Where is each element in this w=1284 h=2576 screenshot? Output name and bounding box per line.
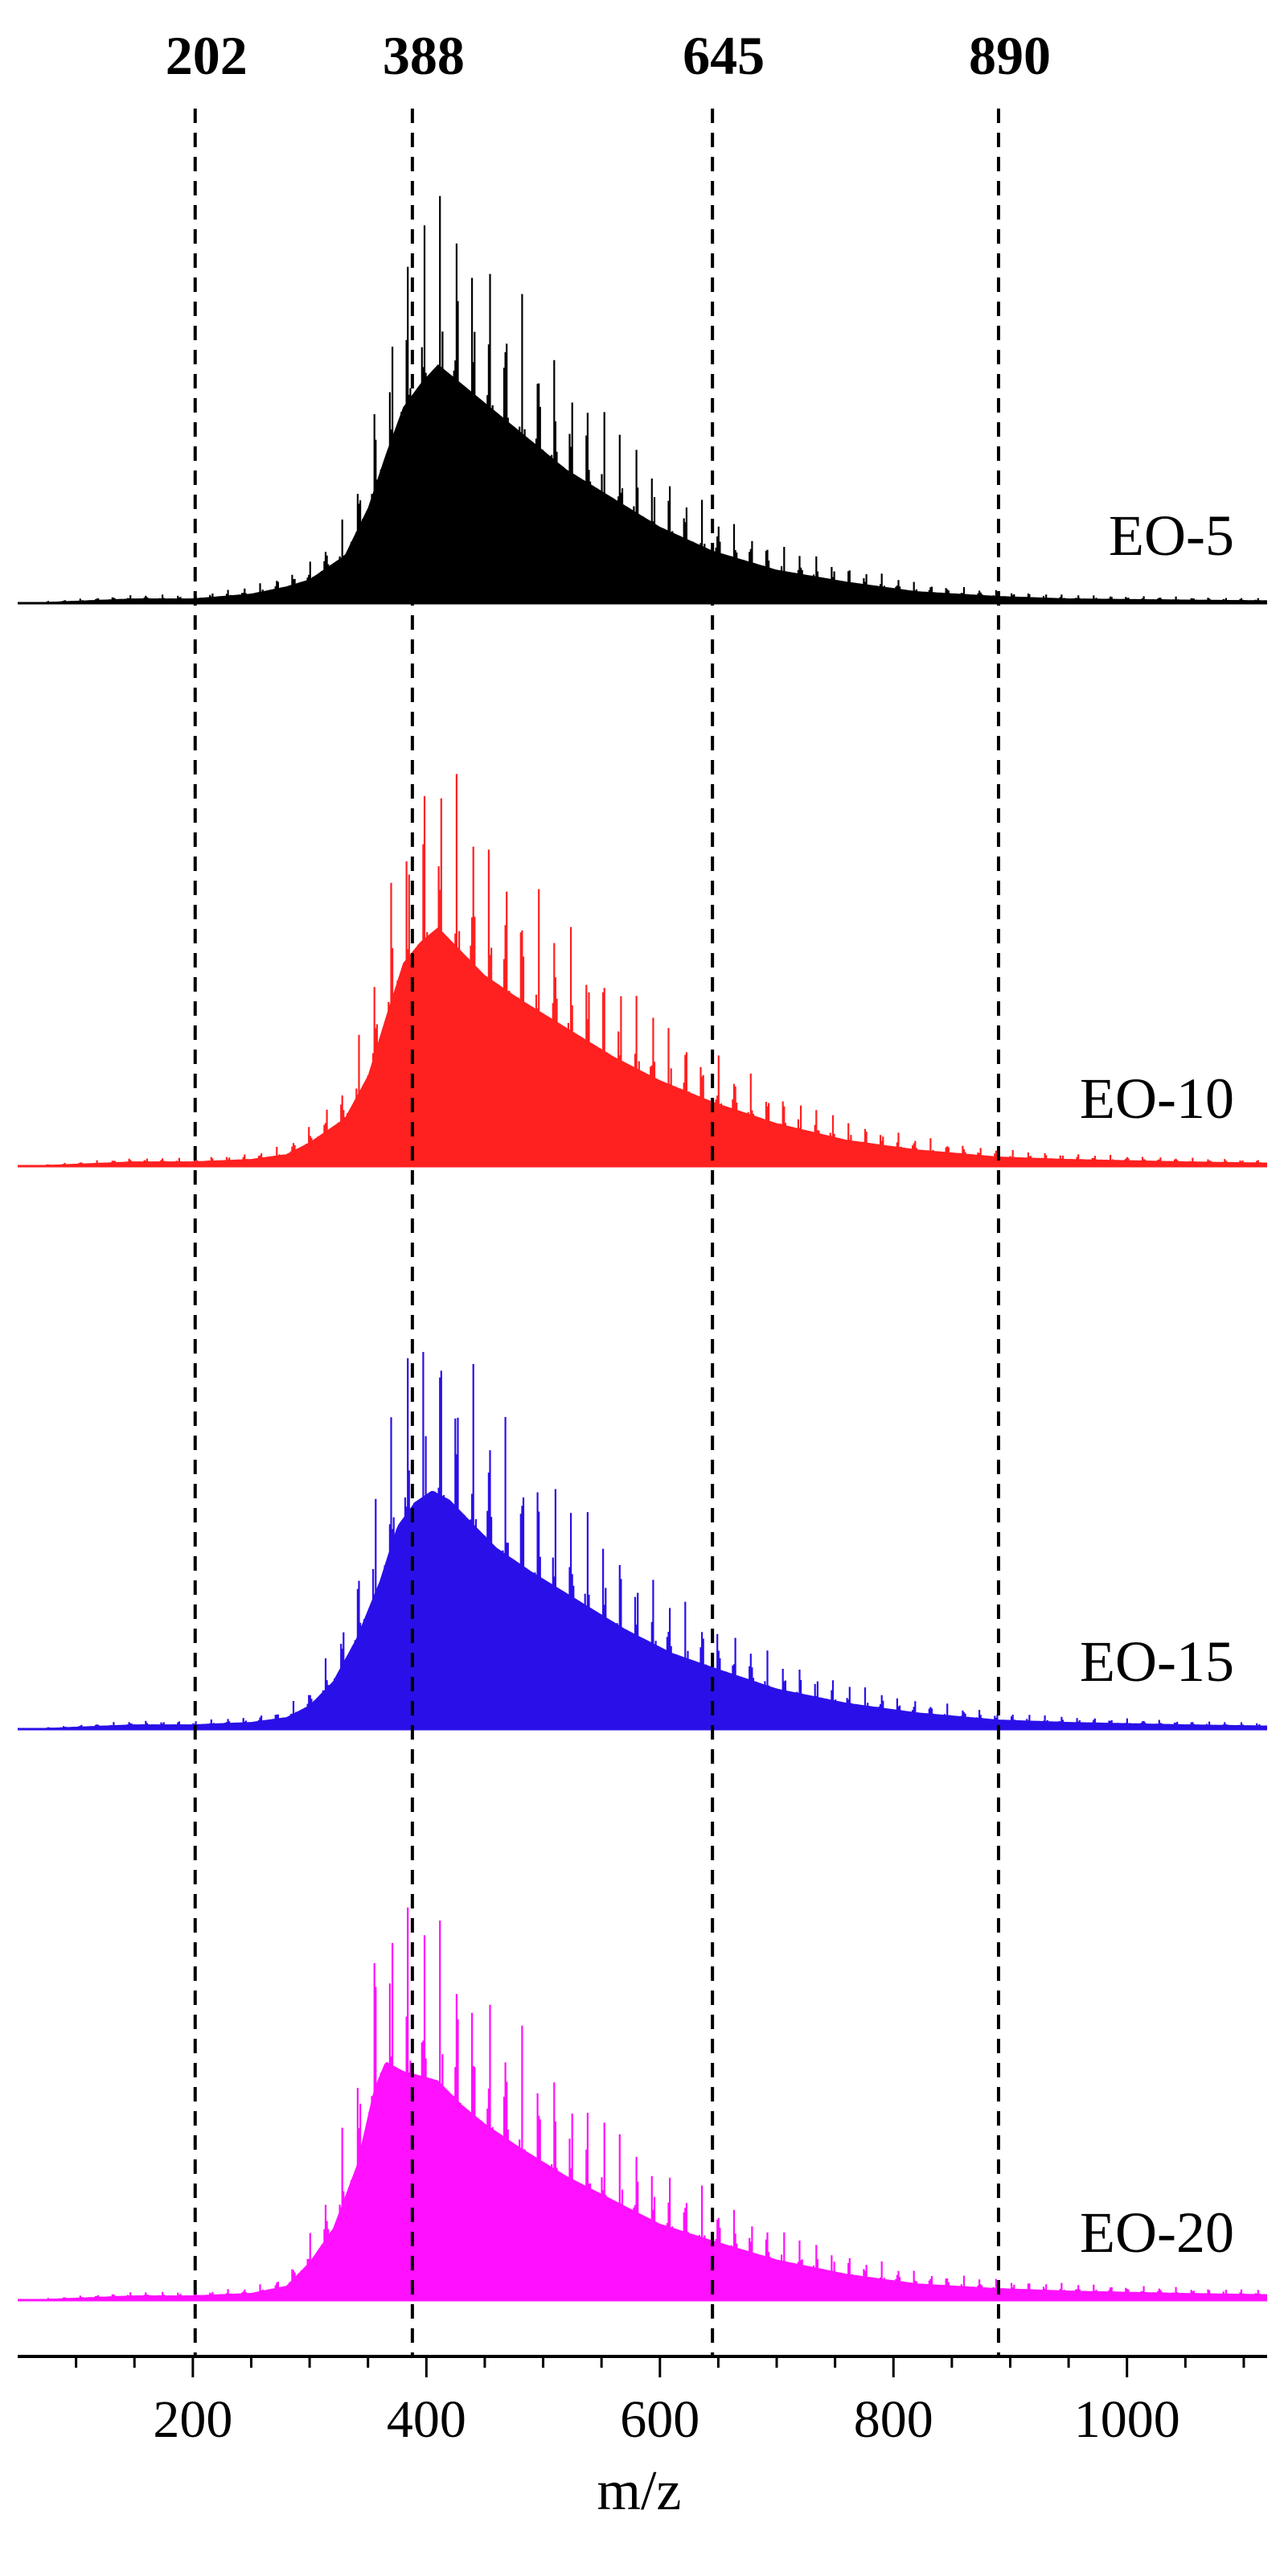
spectrum-peaks (46, 195, 1267, 603)
series-label-eo-20: EO-20 (1080, 2200, 1234, 2265)
x-tick-label-200: 200 (153, 2390, 232, 2449)
reference-lines (193, 109, 1000, 2356)
spectrum-eo-5 (18, 195, 1267, 605)
reference-label-388: 388 (383, 25, 465, 86)
spectrum-eo-10 (18, 774, 1267, 1168)
spectrum-eo-15 (18, 1352, 1267, 1731)
x-tick-label-1000: 1000 (1074, 2390, 1180, 2449)
reference-label-890: 890 (969, 25, 1051, 86)
x-tick-label-600: 600 (620, 2390, 699, 2449)
x-axis-title: m/z (597, 2460, 682, 2522)
x-tick-label-400: 400 (387, 2390, 466, 2449)
series-label-eo-5: EO-5 (1109, 503, 1234, 568)
series-label-eo-15: EO-15 (1080, 1629, 1234, 1694)
labels: EO-5 EO-10 EO-15 EO-20 202 388 645 890 (166, 25, 1234, 2265)
series-label-eo-10: EO-10 (1080, 1066, 1234, 1131)
reference-label-202: 202 (166, 25, 248, 86)
x-tick-label-800: 800 (854, 2390, 933, 2449)
x-axis: 200 400 600 800 1000 m/z (18, 2355, 1267, 2522)
spectra-layer (18, 195, 1267, 2302)
reference-label-645: 645 (683, 25, 765, 86)
